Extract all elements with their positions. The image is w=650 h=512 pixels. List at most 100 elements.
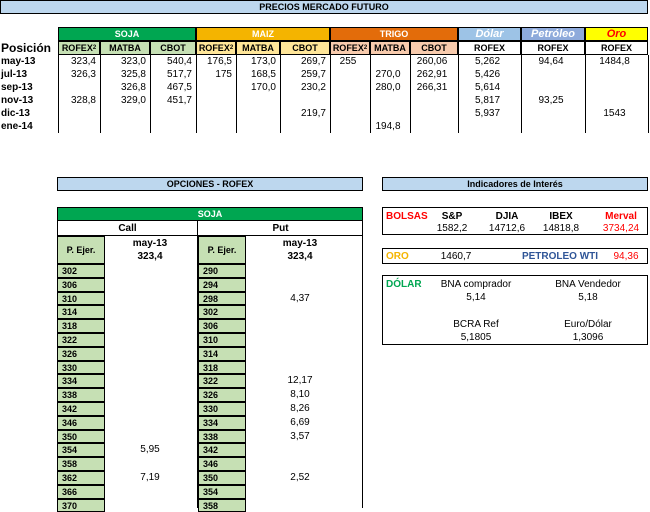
call-strike: 362 [57, 471, 105, 485]
subcol-header: MATBA [100, 41, 150, 55]
futures-cell: 259,7 [300, 69, 326, 80]
put-strike: 290 [198, 264, 246, 278]
grid-line [150, 55, 151, 133]
merval-value: 3734,24 [602, 223, 640, 234]
put-strike-header: P. Ejer. [198, 236, 246, 264]
call-strike: 346 [57, 415, 105, 430]
call-strike: 342 [57, 402, 105, 416]
subcol-label: ROFEX [61, 43, 93, 53]
subcol-header: MATBA [370, 41, 410, 55]
put-price: 323,4 [287, 251, 313, 262]
put-strike: 358 [198, 498, 246, 512]
call-strike: 358 [57, 457, 105, 471]
put-premium: 6,69 [290, 416, 310, 428]
futures-cell: 170,0 [250, 82, 276, 93]
grid-line [57, 235, 363, 236]
grid-line [648, 55, 649, 133]
futures-cell: 173,0 [250, 56, 276, 67]
call-strike: 306 [57, 277, 105, 292]
call-strike: 318 [57, 319, 105, 333]
put-strike: 354 [198, 484, 246, 499]
euro-label: Euro/Dólar [564, 319, 612, 330]
dolar-label: DÓLAR [386, 279, 422, 290]
futures-cell: 326,8 [120, 82, 146, 93]
futures-cell: 5,262 [474, 56, 501, 67]
subcol-header: ROFEX 2 [330, 41, 370, 55]
futures-cell: 260,06 [416, 56, 448, 67]
put-strike: 310 [198, 333, 246, 347]
group-header-maiz: MAIZ [196, 27, 330, 41]
put-premium: 12,17 [287, 375, 313, 387]
group-header-oro: Oro [585, 27, 648, 41]
call-premium: 5,95 [140, 444, 160, 456]
subcol-label: MATBA [109, 43, 141, 53]
put-month: may-13 [282, 238, 318, 249]
euro-value: 1,3096 [572, 332, 604, 343]
futures-cell: 93,25 [538, 95, 564, 106]
futures-cell: 323,4 [70, 56, 96, 67]
futures-cell: 325,8 [120, 69, 146, 80]
put-strike: 350 [198, 471, 246, 485]
futures-cell: 219,7 [300, 108, 326, 119]
put-strike: 330 [198, 402, 246, 416]
put-strike: 338 [198, 429, 246, 444]
call-premium: 7,19 [140, 472, 160, 483]
ibex-header: IBEX [549, 211, 573, 222]
subcol-header: ROFEX [521, 41, 585, 55]
subcol-label: CBOT [421, 43, 447, 53]
row-position: may-13 [1, 56, 36, 67]
grid-line [57, 221, 58, 508]
futures-cell: 266,31 [416, 82, 448, 93]
put-premium: 4,37 [290, 292, 310, 304]
subcol-label: MATBA [374, 43, 406, 53]
indicators-title: Indicadores de Interés [382, 177, 648, 191]
sp-value: 1582,2 [436, 223, 468, 234]
put-strike: 298 [198, 291, 246, 306]
futures-cell: 280,0 [375, 82, 401, 93]
futures-cell: 94,64 [538, 56, 564, 67]
subcol-label: MATBA [242, 43, 274, 53]
futures-cell: 269,7 [300, 56, 326, 67]
futures-cell: 230,2 [300, 82, 326, 93]
group-header-trigo: TRIGO [330, 27, 458, 41]
grid-line [330, 55, 331, 133]
bolsas-label: BOLSAS [386, 211, 428, 222]
subcol-header: CBOT [150, 41, 196, 55]
petroleo-label: PETROLEO WTI [521, 251, 599, 262]
bna-vendedor-label: BNA Vendedor [555, 279, 621, 290]
call-label: Call [118, 223, 137, 234]
subcol-header: MATBA [236, 41, 280, 55]
futures-cell: 5,937 [474, 108, 501, 119]
subcol-label: ROFEX [473, 43, 505, 53]
call-strike: 330 [57, 360, 105, 375]
bcra-value: 5,1805 [460, 332, 492, 343]
row-position: sep-13 [1, 82, 33, 93]
futures-cell: 175 [215, 69, 232, 80]
futures-cell: 1543 [603, 108, 626, 119]
subcol-header: CBOT [280, 41, 330, 55]
posicion-header: Posición [1, 41, 52, 55]
futures-cell: 323,0 [120, 56, 146, 67]
futures-cell: 262,91 [416, 69, 448, 80]
put-strike: 302 [198, 305, 246, 320]
subcol-header: ROFEX 2 [196, 41, 236, 55]
call-strike: 350 [57, 429, 105, 444]
futures-title: PRECIOS MERCADO FUTURO [0, 0, 648, 14]
put-strike: 314 [198, 346, 246, 361]
group-header-petroleo: Petróleo [521, 27, 585, 41]
petroleo-value: 94,36 [613, 251, 639, 262]
dolar-box [382, 275, 648, 345]
bolsas-box [382, 207, 648, 235]
bcra-label: BCRA Ref [453, 319, 499, 330]
futures-cell: 168,5 [250, 69, 276, 80]
subcol-header: CBOT [410, 41, 458, 55]
call-strike: 334 [57, 374, 105, 389]
call-strike: 314 [57, 305, 105, 320]
options-product-header: SOJA [57, 207, 363, 221]
rofex-superscript: 2 [92, 45, 97, 51]
grid-line [362, 221, 363, 508]
futures-cell: 517,7 [166, 69, 192, 80]
call-strike: 370 [57, 498, 105, 512]
grid-line [58, 55, 59, 133]
oro-value: 1460,7 [440, 251, 472, 262]
